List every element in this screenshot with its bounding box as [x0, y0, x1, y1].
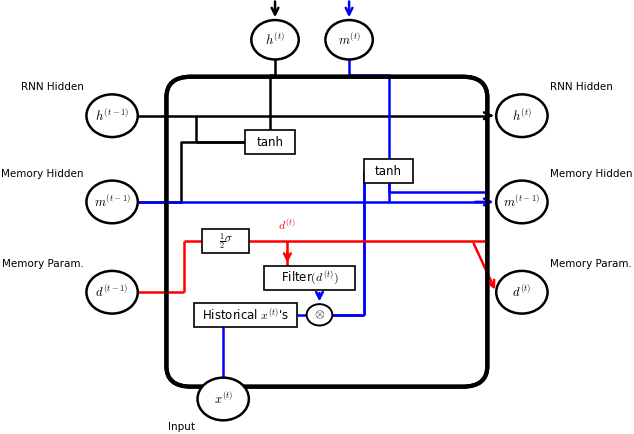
Text: RNN Hidden: RNN Hidden — [21, 82, 84, 92]
FancyBboxPatch shape — [245, 131, 295, 155]
FancyBboxPatch shape — [193, 303, 297, 327]
Circle shape — [496, 271, 548, 314]
Text: $\frac{1}{2}\sigma$: $\frac{1}{2}\sigma$ — [219, 231, 233, 251]
Circle shape — [86, 181, 138, 223]
Text: Historical $x^{(t)}$'s: Historical $x^{(t)}$'s — [202, 307, 289, 323]
Circle shape — [86, 271, 138, 314]
Text: $h^{(t)}$: $h^{(t)}$ — [265, 32, 285, 48]
Text: $m^{(t-1)}$: $m^{(t-1)}$ — [503, 194, 540, 210]
Text: Filter$(d^{(t)})$: Filter$(d^{(t)})$ — [281, 269, 339, 287]
Text: $x^{(t)}$: $x^{(t)}$ — [214, 391, 233, 407]
Text: Input: Input — [168, 422, 195, 432]
Text: $m^{(t-1)}$: $m^{(t-1)}$ — [94, 194, 131, 210]
Text: $d^{(t)}$: $d^{(t)}$ — [278, 217, 296, 233]
FancyBboxPatch shape — [202, 229, 249, 253]
Text: Memory Param.: Memory Param. — [2, 259, 84, 269]
Text: Memory Param.: Memory Param. — [550, 259, 632, 269]
Circle shape — [307, 304, 332, 326]
Circle shape — [325, 20, 373, 59]
Text: $h^{(t-1)}$: $h^{(t-1)}$ — [95, 108, 129, 124]
Circle shape — [86, 94, 138, 137]
FancyBboxPatch shape — [264, 266, 355, 290]
Text: $d^{(t)}$: $d^{(t)}$ — [512, 284, 531, 300]
Text: tanh: tanh — [375, 164, 402, 178]
Text: $d^{(t-1)}$: $d^{(t-1)}$ — [96, 284, 129, 300]
Text: Memory Hidden: Memory Hidden — [1, 168, 84, 178]
Text: $m^{(t)}$: $m^{(t)}$ — [338, 32, 361, 48]
Text: $h^{(t)}$: $h^{(t)}$ — [512, 108, 532, 124]
Circle shape — [198, 378, 249, 421]
Text: tanh: tanh — [257, 136, 283, 149]
Circle shape — [251, 20, 299, 59]
Text: Memory Hidden: Memory Hidden — [550, 168, 633, 178]
Circle shape — [496, 94, 548, 137]
Text: RNN Hidden: RNN Hidden — [550, 82, 613, 92]
Text: $\otimes$: $\otimes$ — [314, 308, 325, 321]
FancyBboxPatch shape — [364, 159, 413, 183]
Circle shape — [496, 181, 548, 223]
